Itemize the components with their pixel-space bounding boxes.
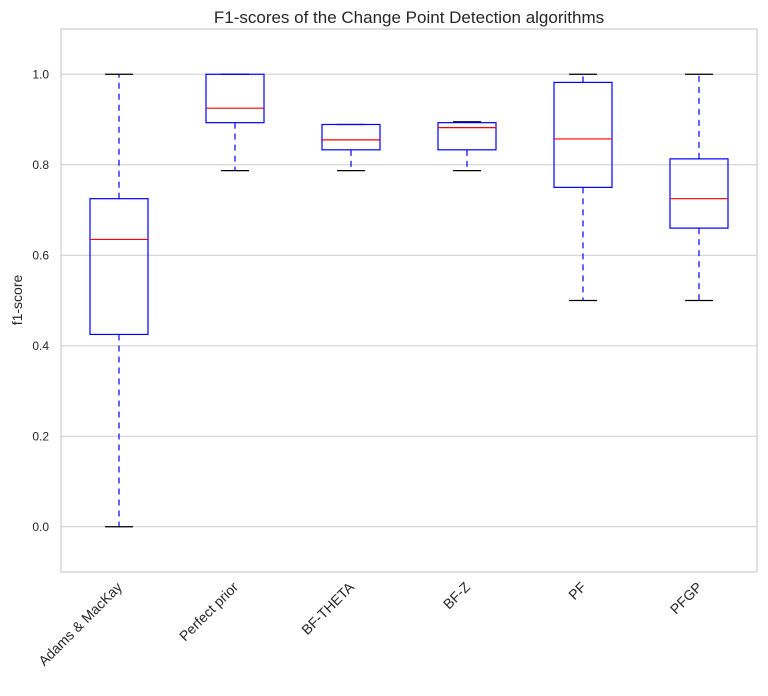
box-3 — [437, 121, 497, 172]
box-body — [205, 73, 265, 124]
box-body — [321, 123, 381, 151]
box-2 — [321, 123, 381, 172]
x-tick-label: PF — [565, 579, 589, 603]
chart-title: F1-scores of the Change Point Detection … — [214, 8, 604, 27]
grid-lines — [61, 73, 757, 528]
y-tick-labels: 0.0 0.2 0.4 0.6 0.8 1.0 — [32, 67, 49, 534]
x-tick-labels: Adams & MacKay Perfect prior BF-THETA BF-Z P… — [35, 578, 705, 668]
box-body — [89, 198, 149, 336]
x-tick-label: BF-Z — [440, 578, 474, 612]
plot-frame — [60, 28, 758, 573]
plot-background — [61, 29, 757, 572]
y-axis-label: f1-score — [9, 275, 25, 326]
y-tick-label: 0.4 — [32, 339, 49, 353]
box-4 — [553, 73, 613, 302]
box-body — [437, 122, 497, 151]
y-tick-label: 0.6 — [32, 248, 49, 262]
box-1 — [205, 73, 265, 172]
y-tick-label: 0.0 — [32, 520, 49, 534]
y-tick-label: 1.0 — [32, 67, 49, 81]
boxes-layer — [89, 73, 729, 528]
x-tick-label: Adams & MacKay — [35, 579, 125, 669]
box-body — [553, 81, 613, 188]
x-tick-label: Perfect prior — [176, 579, 241, 644]
box-body — [669, 158, 729, 229]
x-tick-label: BF-THETA — [298, 578, 357, 637]
x-tick-label: PFGP — [667, 579, 705, 617]
box-0 — [89, 73, 149, 528]
y-tick-label: 0.2 — [32, 429, 49, 443]
box-5 — [669, 73, 729, 302]
y-tick-label: 0.8 — [32, 158, 49, 172]
